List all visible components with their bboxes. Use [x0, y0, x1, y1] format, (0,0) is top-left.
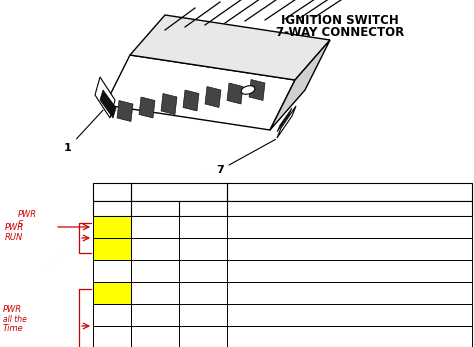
Polygon shape [183, 90, 199, 111]
Polygon shape [161, 93, 177, 115]
Text: OR: OR [148, 311, 162, 320]
Polygon shape [130, 15, 330, 80]
Text: BK/RD: BK/RD [189, 332, 217, 341]
Text: all the: all the [3, 315, 27, 324]
Bar [93, 304, 472, 326]
Bar [93, 238, 131, 260]
Bar [93, 282, 472, 304]
Polygon shape [117, 101, 133, 121]
Text: RD: RD [148, 288, 162, 297]
Polygon shape [95, 77, 115, 118]
Polygon shape [100, 90, 116, 118]
Bar [93, 201, 472, 216]
Text: 3: 3 [109, 266, 116, 276]
Text: GY/BK: GY/BK [190, 266, 217, 276]
Text: DB: DB [148, 245, 162, 254]
Text: Time: Time [3, 324, 24, 333]
Text: S: S [18, 220, 23, 229]
Text: 4: 4 [109, 288, 116, 298]
Text: 5: 5 [109, 310, 116, 320]
Text: IGNITION SWITCH: IGNITION SWITCH [281, 14, 399, 27]
Bar [93, 260, 472, 282]
Bar [93, 326, 472, 347]
Text: YL: YL [198, 222, 208, 231]
Text: 1: 1 [109, 222, 116, 232]
Text: 7: 7 [216, 139, 275, 175]
Text: 1: 1 [64, 110, 103, 153]
Text: GY/WT: GY/WT [140, 266, 170, 276]
Text: IGNITION SWITCH OUTPUT (START): IGNITION SWITCH OUTPUT (START) [231, 222, 381, 231]
Text: IGNITION SWITCH OUTPUT (RUN): IGNITION SWITCH OUTPUT (RUN) [231, 311, 373, 320]
Polygon shape [105, 55, 295, 130]
Polygon shape [277, 108, 292, 132]
Text: RD/WT: RD/WT [188, 288, 218, 297]
Text: PWR: PWR [3, 305, 22, 314]
Text: 7-WAY CONNECTOR: 7-WAY CONNECTOR [276, 26, 404, 39]
Text: IGNITION SWITCH OUTPUT (ACC/RUN): IGNITION SWITCH OUTPUT (ACC/RUN) [231, 332, 393, 341]
Text: PWR: PWR [18, 210, 37, 219]
Text: CAV: CAV [101, 187, 123, 197]
Polygon shape [270, 40, 330, 130]
Text: 6: 6 [109, 332, 116, 342]
Text: XJ: XJ [150, 204, 160, 213]
Text: ZJ: ZJ [198, 204, 208, 213]
Text: FUSED B(+): FUSED B(+) [231, 288, 283, 297]
Text: RUN: RUN [5, 233, 23, 242]
Bar [93, 326, 131, 347]
Bar [93, 216, 472, 238]
Text: VT: VT [149, 332, 161, 341]
Text: DB/GY: DB/GY [189, 245, 217, 254]
Polygon shape [249, 79, 265, 101]
Bar [93, 183, 472, 201]
Bar [93, 216, 131, 238]
Text: COLOR: COLOR [160, 187, 198, 197]
Polygon shape [139, 97, 155, 118]
Bar [93, 260, 131, 282]
Text: IGNITION SWITCH OUTPUT (RUN/START): IGNITION SWITCH OUTPUT (RUN/START) [231, 245, 402, 254]
Text: 2: 2 [109, 244, 116, 254]
Text: YL: YL [150, 222, 160, 231]
Bar [93, 282, 131, 304]
Polygon shape [227, 83, 243, 104]
Bar [93, 304, 131, 326]
Text: PWR: PWR [5, 223, 24, 232]
Text: RED BRAKE WARNING LAMP DRIVER: RED BRAKE WARNING LAMP DRIVER [231, 266, 387, 276]
Polygon shape [205, 86, 221, 108]
Text: OR/BK: OR/BK [189, 311, 217, 320]
Ellipse shape [241, 86, 255, 94]
Bar [93, 238, 472, 260]
Text: FUNCTION: FUNCTION [321, 187, 378, 197]
Polygon shape [277, 106, 296, 138]
